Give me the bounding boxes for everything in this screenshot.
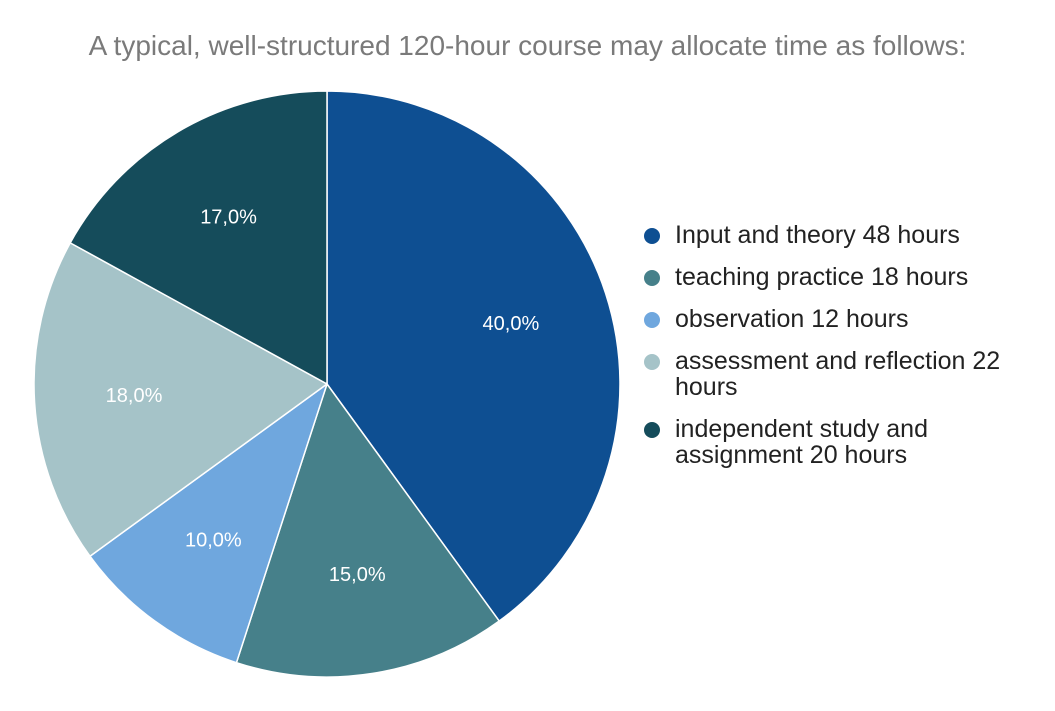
legend-item-teaching-practice: teaching practice 18 hours — [644, 264, 1014, 290]
pie-labels: 40,0% 15,0% 10,0% 18,0% 17,0% — [106, 207, 540, 586]
legend-swatch — [644, 228, 660, 244]
slice-label-4: 17,0% — [200, 207, 257, 229]
legend-label: independent study and assignment 20 hour… — [675, 415, 928, 469]
legend-item-independent-study: independent study and assignment 20 hour… — [644, 416, 1014, 468]
pie-slice-1 — [235, 383, 500, 678]
pie-chart: 40,0% 15,0% 10,0% 18,0% 17,0% — [33, 90, 621, 678]
legend-label: observation 12 hours — [675, 305, 909, 333]
legend-label: Input and theory 48 hours — [675, 221, 960, 249]
chart-title: A typical, well-structured 120-hour cour… — [88, 30, 967, 61]
pie-slice-4 — [69, 90, 328, 385]
slice-label-1: 15,0% — [329, 564, 386, 586]
legend-swatch — [644, 312, 660, 328]
pie-slice-2 — [89, 383, 328, 664]
legend-swatch — [644, 422, 660, 438]
legend-item-assessment-reflection: assessment and reflection 22 hours — [644, 348, 1014, 400]
pie-slice-3 — [33, 242, 328, 557]
pie-slices — [33, 90, 621, 678]
slice-label-0: 40,0% — [483, 313, 540, 335]
legend-label: teaching practice 18 hours — [675, 263, 969, 291]
pie-slice-0 — [326, 90, 621, 622]
legend-label: assessment and reflection 22 hours — [675, 347, 1001, 401]
slice-label-2: 10,0% — [185, 529, 242, 551]
legend: Input and theory 48 hours teaching pract… — [644, 222, 1014, 484]
legend-swatch — [644, 354, 660, 370]
legend-item-input-theory: Input and theory 48 hours — [644, 222, 1014, 248]
legend-swatch — [644, 270, 660, 286]
legend-item-observation: observation 12 hours — [644, 306, 1014, 332]
slice-label-3: 18,0% — [106, 385, 163, 407]
